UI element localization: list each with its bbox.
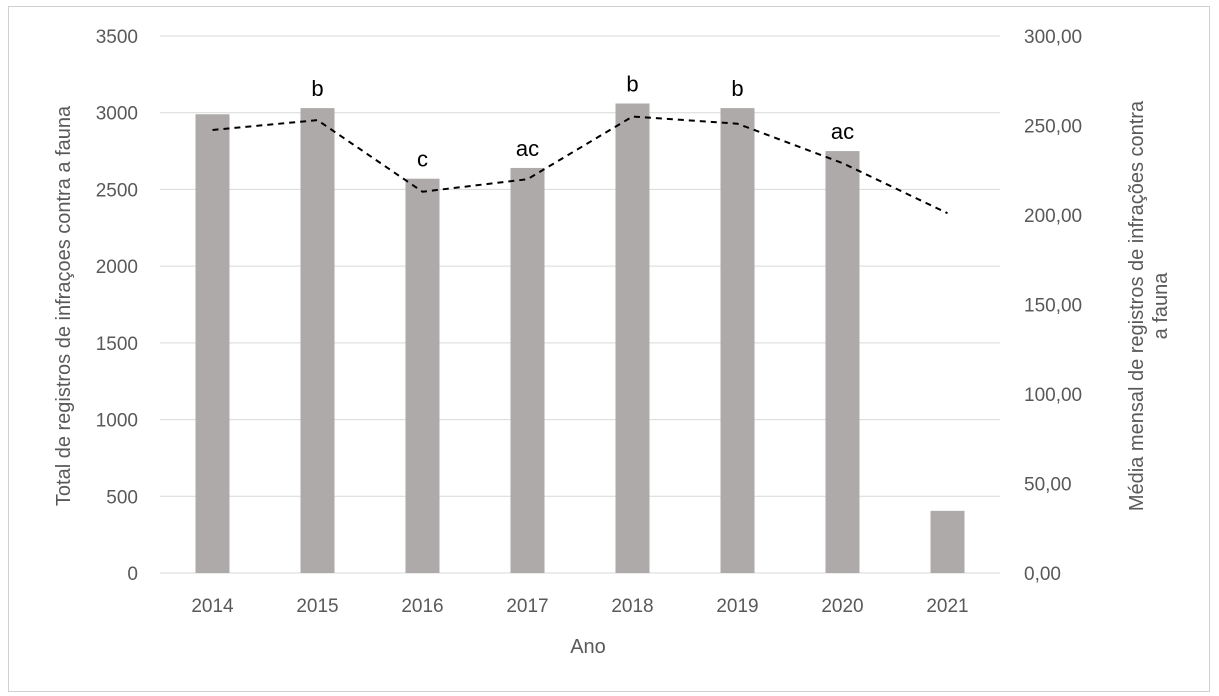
average-line bbox=[212, 115, 948, 215]
bar-2021 bbox=[930, 510, 965, 573]
left-axis-tick-label: 3000 bbox=[96, 104, 138, 125]
right-axis-ticks: 0,00 50,00 100,00 150,00 200,00 250,00 300,00 bbox=[1024, 27, 1082, 585]
right-axis-tick-label: 250,00 bbox=[1024, 117, 1082, 138]
bar-letter-label: c bbox=[417, 147, 428, 172]
gridlines bbox=[160, 35, 1000, 574]
right-axis-tick-label: 0,00 bbox=[1024, 564, 1061, 585]
x-axis-ticks: 2014 2015 2016 2017 2018 2019 2020 2021 bbox=[191, 596, 968, 617]
bar-labels: b c ac b b ac bbox=[311, 72, 854, 172]
left-axis-tick-label: 0 bbox=[127, 564, 138, 585]
bar-letter-label: b bbox=[626, 72, 638, 97]
x-axis-tick-label: 2021 bbox=[926, 596, 968, 617]
right-axis-tick-label: 150,00 bbox=[1024, 296, 1082, 317]
left-axis-tick-label: 3500 bbox=[96, 27, 138, 48]
bar-2018 bbox=[615, 103, 650, 573]
left-axis-tick-label: 2000 bbox=[96, 257, 138, 278]
bar-2017 bbox=[510, 167, 545, 573]
right-axis-title-line-1: Média mensal de registros de infrações c… bbox=[1126, 100, 1148, 511]
right-axis-tick-label: 300,00 bbox=[1024, 27, 1082, 48]
bar-2019 bbox=[720, 108, 755, 574]
x-axis-tick-label: 2020 bbox=[821, 596, 863, 617]
bar-2016 bbox=[405, 178, 440, 573]
left-axis-tick-label: 2500 bbox=[96, 180, 138, 201]
right-axis-tick-label: 200,00 bbox=[1024, 206, 1082, 227]
average-line-path bbox=[212, 115, 948, 215]
x-axis-tick-label: 2017 bbox=[506, 596, 548, 617]
bar-letter-label: ac bbox=[516, 136, 539, 161]
bar-letter-label: ac bbox=[831, 119, 854, 144]
x-axis-tick-label: 2014 bbox=[191, 596, 234, 617]
bar-letter-label: b bbox=[311, 76, 323, 101]
right-axis-tick-label: 50,00 bbox=[1024, 475, 1072, 496]
x-axis-tick-label: 2015 bbox=[296, 596, 338, 617]
bar-2014 bbox=[195, 114, 230, 574]
left-axis-ticks: 0 500 1000 1500 2000 2500 3000 3500 bbox=[96, 27, 138, 585]
bar-2020 bbox=[825, 151, 860, 574]
left-axis-title: Total de registros de infraçoes contra a… bbox=[53, 105, 75, 506]
x-axis-title: Ano bbox=[570, 636, 606, 658]
bars bbox=[195, 103, 965, 574]
x-axis-tick-label: 2016 bbox=[401, 596, 443, 617]
x-axis-tick-label: 2018 bbox=[611, 596, 653, 617]
bar-2015 bbox=[300, 108, 335, 574]
right-axis-title-line-2: a fauna bbox=[1150, 272, 1172, 340]
right-axis-tick-label: 100,00 bbox=[1024, 385, 1082, 406]
left-axis-tick-label: 1000 bbox=[96, 411, 138, 432]
x-axis-tick-label: 2019 bbox=[716, 596, 758, 617]
bar-letter-label: b bbox=[731, 76, 743, 101]
left-axis-tick-label: 1500 bbox=[96, 334, 138, 355]
left-axis-tick-label: 500 bbox=[106, 487, 138, 508]
